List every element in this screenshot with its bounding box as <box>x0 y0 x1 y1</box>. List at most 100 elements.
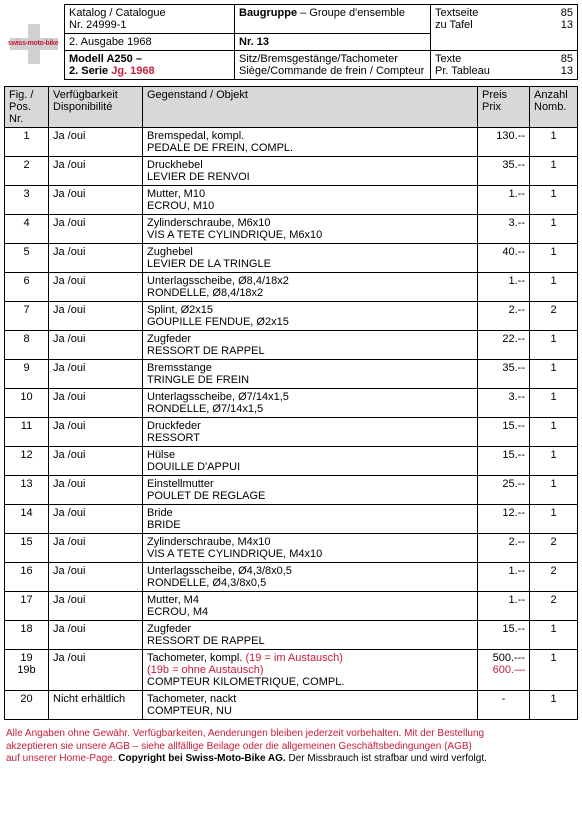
cell-preis: - <box>478 691 530 720</box>
cell-desc: Bremspedal, kompl.PEDALE DE FREIN, COMPL… <box>143 128 478 157</box>
cell-desc: HülseDOUILLE D'APPUI <box>143 447 478 476</box>
table-row: 10Ja /ouiUnterlagsscheibe, Ø7/14x1,5ROND… <box>5 389 578 418</box>
cell-anz: 1 <box>530 273 578 302</box>
cell-preis: 40.-- <box>478 244 530 273</box>
cell-fig: 3 <box>5 186 49 215</box>
cell-desc: ZughebelLEVIER DE LA TRINGLE <box>143 244 478 273</box>
cell-desc: Tachometer, nacktCOMPTEUR, NU <box>143 691 478 720</box>
cell-preis: 35.-- <box>478 157 530 186</box>
table-row: 6Ja /ouiUnterlagsscheibe, Ø8,4/18x2RONDE… <box>5 273 578 302</box>
prtab-label: Pr. Tableau <box>435 65 490 77</box>
cell-anz: 2 <box>530 302 578 331</box>
logo: swiss-moto-bike <box>4 24 64 64</box>
cell-anz: 1 <box>530 157 578 186</box>
cell-verf: Ja /oui <box>49 534 143 563</box>
cell-anz: 1 <box>530 186 578 215</box>
table-row: 20Nicht erhältlichTachometer, nacktCOMPT… <box>5 691 578 720</box>
desc-de: Sitz/Bremsgestänge/Tachometer <box>239 53 398 65</box>
cell-fig: 6 <box>5 273 49 302</box>
table-row: 8Ja /ouiZugfederRESSORT DE RAPPEL22.--1 <box>5 331 578 360</box>
cell-fig: 5 <box>5 244 49 273</box>
cell-fig: 10 <box>5 389 49 418</box>
cell-desc: Mutter, M4ECROU, M4 <box>143 592 478 621</box>
cell-verf: Ja /oui <box>49 418 143 447</box>
cell-desc: BrideBRIDE <box>143 505 478 534</box>
footer: Alle Angaben ohne Gewähr. Verfügbarkeite… <box>0 724 582 770</box>
modell-line2b: Jg. 1968 <box>111 65 154 77</box>
cell-preis: 3.-- <box>478 389 530 418</box>
cell-verf: Ja /oui <box>49 128 143 157</box>
cell-desc: EinstellmutterPOULET DE REGLAGE <box>143 476 478 505</box>
cell-fig: 7 <box>5 302 49 331</box>
baugruppe-label: Baugruppe <box>239 7 297 19</box>
cell-anz: 1 <box>530 244 578 273</box>
cell-verf: Ja /oui <box>49 650 143 691</box>
katalog-nr: Nr. 24999-1 <box>69 19 126 31</box>
cell-preis: 1.-- <box>478 186 530 215</box>
cell-verf: Nicht erhältlich <box>49 691 143 720</box>
col-preis: Preis Prix <box>478 87 530 128</box>
cell-desc: Splint, Ø2x15GOUPILLE FENDUE, Ø2x15 <box>143 302 478 331</box>
cell-verf: Ja /oui <box>49 215 143 244</box>
table-row: 3Ja /ouiMutter, M10ECROU, M101.--1 <box>5 186 578 215</box>
cell-anz: 1 <box>530 691 578 720</box>
tafel-label: zu Tafel <box>435 19 473 31</box>
col-gegen: Gegenstand / Objekt <box>143 87 478 128</box>
footer-l3a: auf unserer Home-Page. <box>6 753 118 764</box>
cell-verf: Ja /oui <box>49 331 143 360</box>
parts-table: Fig. / Pos. Nr. Verfügbarkeit Disponibil… <box>4 86 578 720</box>
modell-line2a: 2. Serie <box>69 65 111 77</box>
cell-anz: 2 <box>530 563 578 592</box>
cell-fig: 17 <box>5 592 49 621</box>
cell-fig: 16 <box>5 563 49 592</box>
cell-anz: 2 <box>530 592 578 621</box>
cell-desc: Unterlagsscheibe, Ø7/14x1,5RONDELLE, Ø7/… <box>143 389 478 418</box>
cell-fig: 18 <box>5 621 49 650</box>
cell-anz: 1 <box>530 389 578 418</box>
footer-l1: Alle Angaben ohne Gewähr. Verfügbarkeite… <box>6 728 484 739</box>
cell-fig: 4 <box>5 215 49 244</box>
footer-l3b: Copyright bei Swiss-Moto-Bike AG. <box>118 753 285 764</box>
cell-anz: 1 <box>530 476 578 505</box>
footer-l2: akzeptieren sie unsere AGB – siehe allfä… <box>6 741 472 752</box>
cell-preis: 15.-- <box>478 621 530 650</box>
cell-verf: Ja /oui <box>49 389 143 418</box>
cell-anz: 1 <box>530 447 578 476</box>
cell-anz: 1 <box>530 128 578 157</box>
texte-label: Texte <box>435 53 461 65</box>
logo-text: swiss-moto-bike <box>8 40 58 47</box>
cell-preis: 35.-- <box>478 360 530 389</box>
cell-verf: Ja /oui <box>49 505 143 534</box>
footer-l3c: Der Missbrauch ist strafbar und wird ver… <box>286 753 487 764</box>
cell-anz: 1 <box>530 418 578 447</box>
cell-desc: ZugfederRESSORT DE RAPPEL <box>143 621 478 650</box>
cell-fig: 8 <box>5 331 49 360</box>
cell-verf: Ja /oui <box>49 447 143 476</box>
cell-verf: Ja /oui <box>49 563 143 592</box>
cell-preis: 22.-- <box>478 331 530 360</box>
cell-verf: Ja /oui <box>49 621 143 650</box>
cell-desc: Tachometer, kompl. (19 = im Austausch)(1… <box>143 650 478 691</box>
cell-preis: 12.-- <box>478 505 530 534</box>
cell-fig: 11 <box>5 418 49 447</box>
table-row: 17Ja /ouiMutter, M4ECROU, M41.--2 <box>5 592 578 621</box>
prtab-val: 13 <box>561 65 573 77</box>
cell-fig: 9 <box>5 360 49 389</box>
table-row: 12Ja /ouiHülseDOUILLE D'APPUI15.--1 <box>5 447 578 476</box>
table-row: 9Ja /ouiBremsstangeTRINGLE DE FREIN35.--… <box>5 360 578 389</box>
cell-fig: 20 <box>5 691 49 720</box>
cell-anz: 2 <box>530 534 578 563</box>
textseite-val: 85 <box>561 7 573 19</box>
cell-desc: DruckfederRESSORT <box>143 418 478 447</box>
cell-preis: 3.-- <box>478 215 530 244</box>
cell-preis: 130.-- <box>478 128 530 157</box>
table-row: 11Ja /ouiDruckfederRESSORT15.--1 <box>5 418 578 447</box>
cell-fig: 2 <box>5 157 49 186</box>
table-row: 5Ja /ouiZughebelLEVIER DE LA TRINGLE40.-… <box>5 244 578 273</box>
cell-anz: 1 <box>530 621 578 650</box>
cell-preis: 25.-- <box>478 476 530 505</box>
modell-line1: Modell A250 – <box>69 53 142 65</box>
cell-verf: Ja /oui <box>49 476 143 505</box>
tafel-val: 13 <box>561 19 573 31</box>
table-row: 4Ja /ouiZylinderschraube, M6x10VIS A TET… <box>5 215 578 244</box>
